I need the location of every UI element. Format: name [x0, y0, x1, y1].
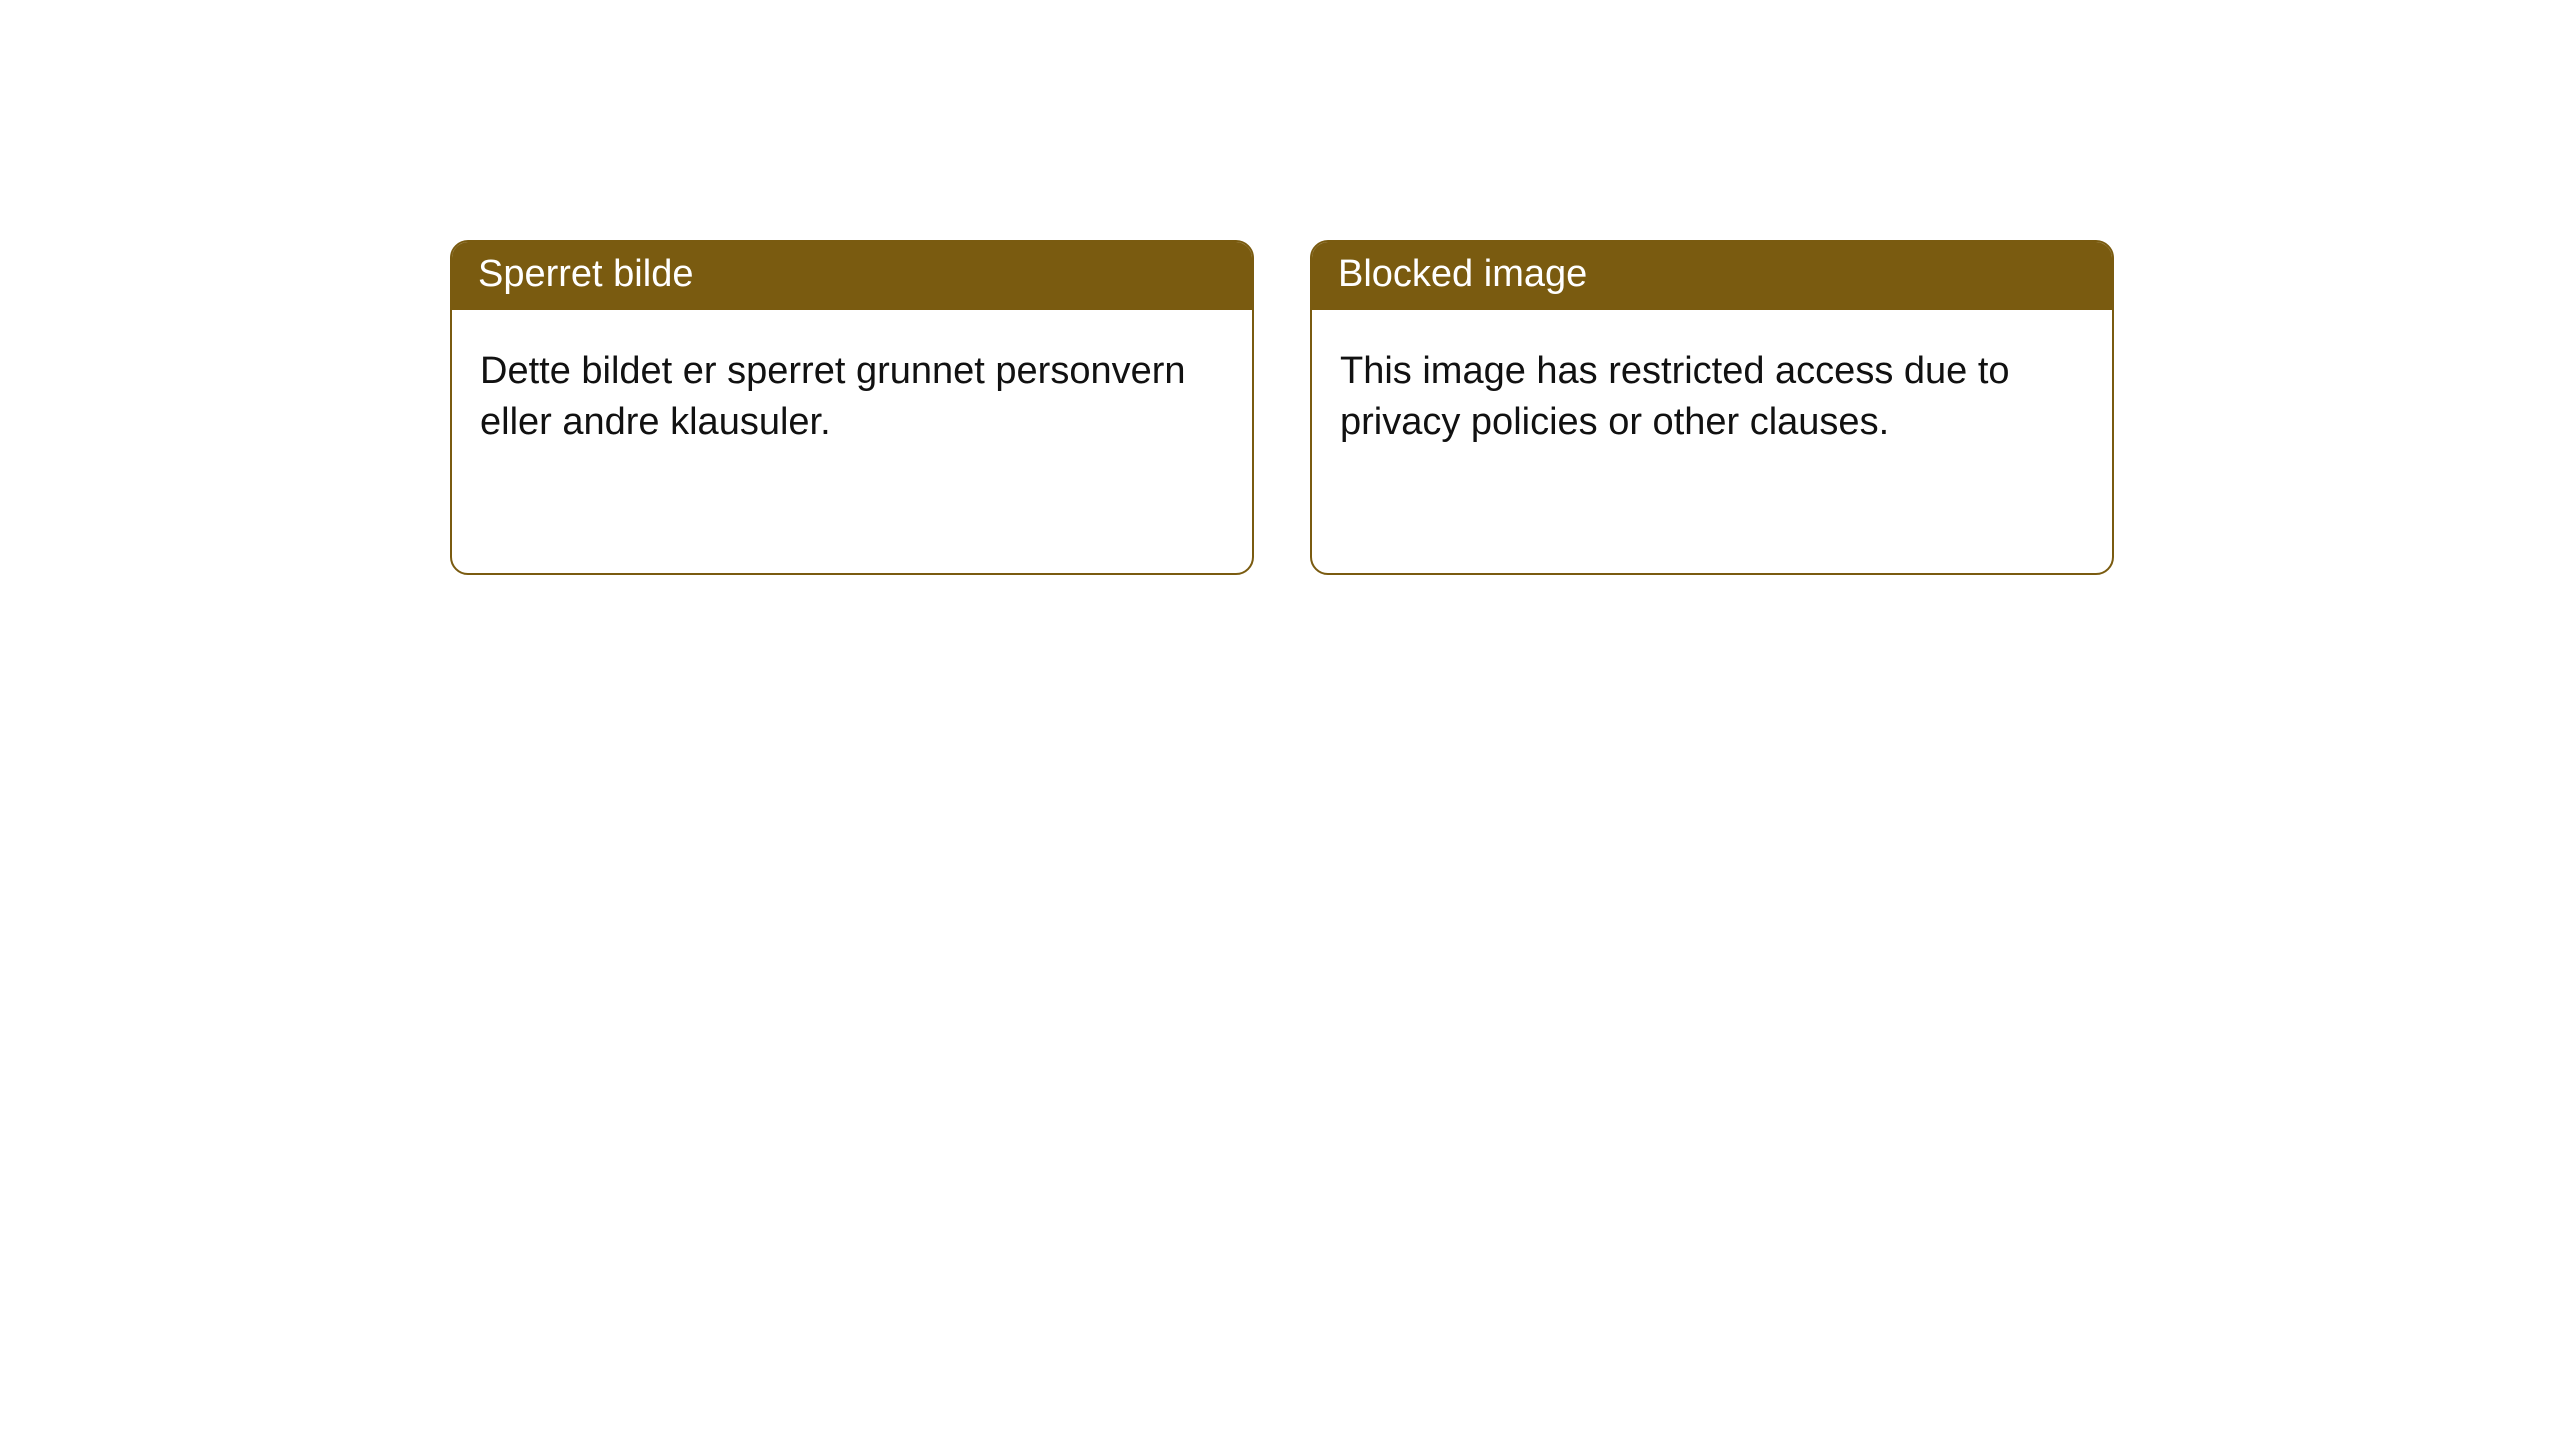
- notice-container: Sperret bilde Dette bildet er sperret gr…: [0, 0, 2560, 575]
- notice-title: Sperret bilde: [452, 242, 1252, 310]
- notice-title: Blocked image: [1312, 242, 2112, 310]
- notice-card-norwegian: Sperret bilde Dette bildet er sperret gr…: [450, 240, 1254, 575]
- notice-card-english: Blocked image This image has restricted …: [1310, 240, 2114, 575]
- notice-body: This image has restricted access due to …: [1312, 310, 2112, 485]
- notice-body: Dette bildet er sperret grunnet personve…: [452, 310, 1252, 485]
